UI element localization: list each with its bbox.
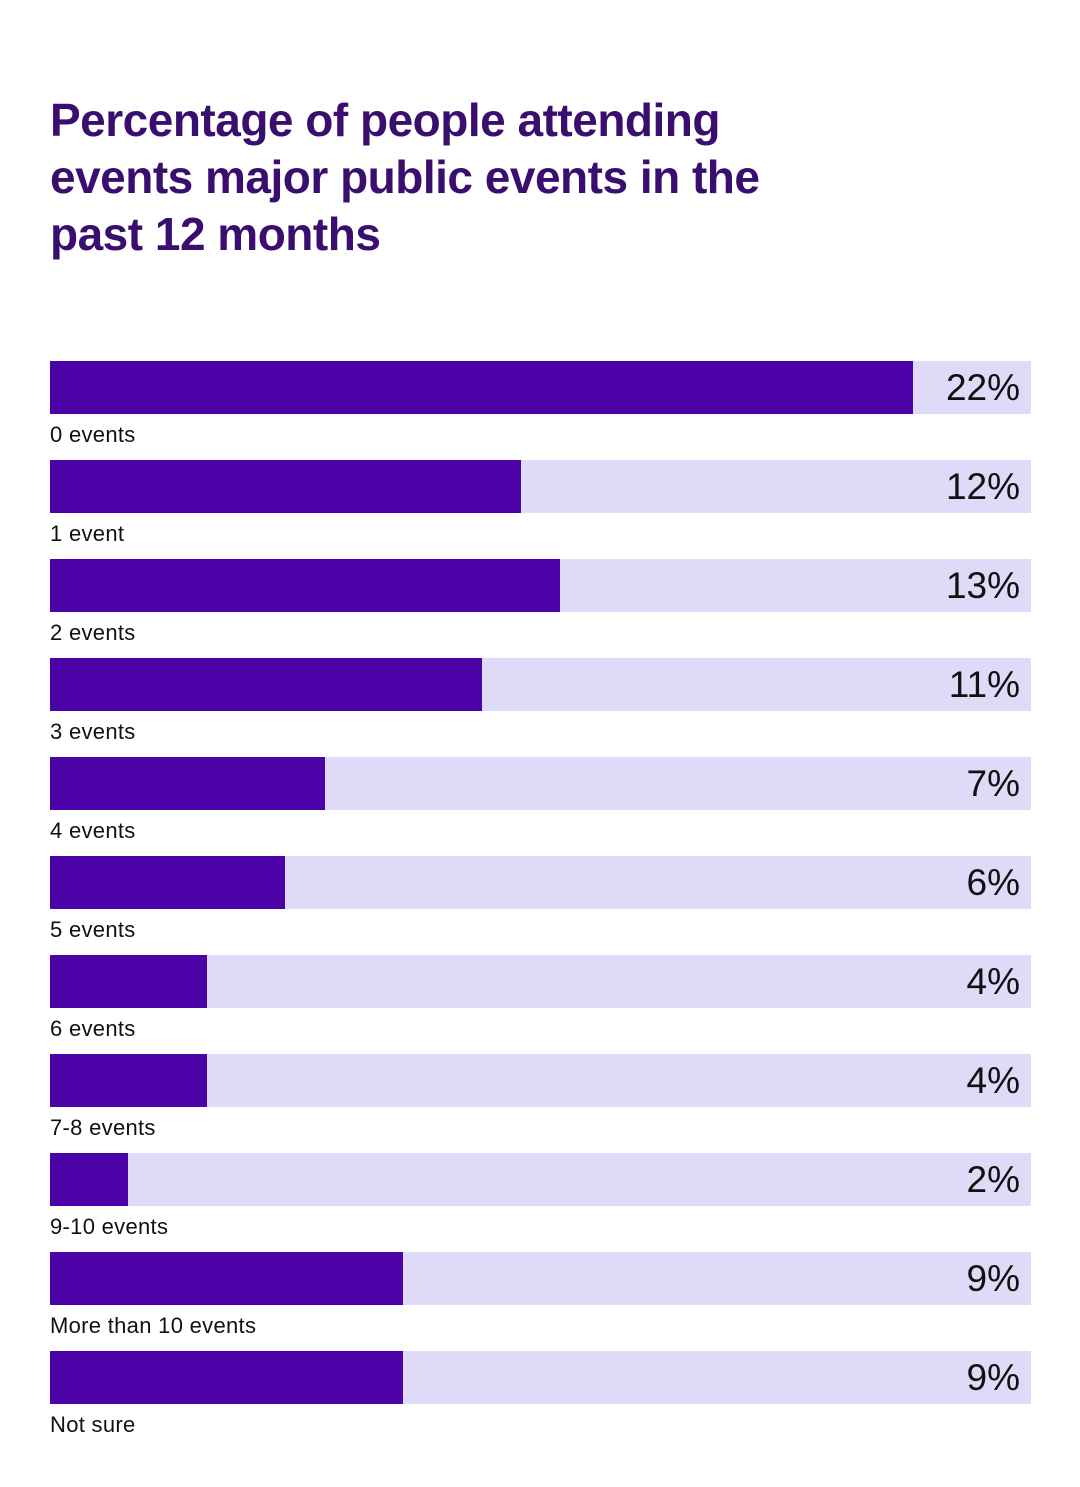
bar-category-label: More than 10 events — [50, 1313, 257, 1338]
bar-row: 11% 3 events — [50, 658, 1031, 744]
bar-fill — [50, 1054, 207, 1107]
chart-title-line-3: past 12 months — [50, 208, 381, 260]
bar-value-label: 9% — [966, 1257, 1020, 1299]
bar-category-label: 5 events — [50, 917, 136, 942]
chart-title-line-1: Percentage of people attending — [50, 94, 721, 146]
bar-track: 9% — [50, 1351, 1031, 1404]
chart-title: Percentage of people attending events ma… — [50, 92, 1031, 263]
bar-track: 11% — [50, 658, 1031, 711]
bar-fill — [50, 856, 286, 909]
bar-fill — [50, 361, 914, 414]
bar-category-label: 7-8 events — [50, 1115, 156, 1140]
bar-fill — [50, 757, 325, 810]
bar-category-label: 3 events — [50, 719, 136, 744]
bar-fill — [50, 460, 521, 513]
bar-track: 22% — [50, 361, 1031, 414]
bar-category-label: 1 event — [50, 521, 125, 546]
bar-fill — [50, 559, 561, 612]
bar-fill — [50, 1153, 129, 1206]
bar-track: 2% — [50, 1153, 1031, 1206]
bar-row: 9% More than 10 events — [50, 1252, 1031, 1338]
bar-value-label: 9% — [966, 1356, 1020, 1398]
bar-row: 13% 2 events — [50, 559, 1031, 645]
bar-track: 6% — [50, 856, 1031, 909]
bar-row: 9% Not sure — [50, 1351, 1031, 1437]
bar-value-label: 2% — [966, 1158, 1020, 1200]
bar-row: 12% 1 event — [50, 460, 1031, 546]
bar-row: 4% 6 events — [50, 955, 1031, 1041]
bar-category-label: 0 events — [50, 422, 136, 447]
bar-value-label: 22% — [945, 366, 1020, 408]
bar-category-label: 4 events — [50, 818, 136, 843]
bar-value-label: 11% — [948, 663, 1020, 705]
bar-value-label: 12% — [945, 465, 1020, 507]
bar-track: 12% — [50, 460, 1031, 513]
bar-value-label: 4% — [966, 1059, 1020, 1101]
bar-track: 4% — [50, 955, 1031, 1008]
bar-value-label: 13% — [945, 564, 1020, 606]
bar-row: 22% 0 events — [50, 361, 1031, 447]
bar-chart: 22% 0 events 12% 1 event 13% 2 events 11% 3 eve… — [50, 361, 1031, 1437]
bar-row: 2% 9-10 events — [50, 1153, 1031, 1239]
bar-fill — [50, 658, 482, 711]
bar-row: 4% 7-8 events — [50, 1054, 1031, 1140]
bar-fill — [50, 1252, 404, 1305]
bar-track: 7% — [50, 757, 1031, 810]
bar-category-label: 6 events — [50, 1016, 136, 1041]
bar-value-label: 6% — [966, 861, 1020, 903]
bar-track: 4% — [50, 1054, 1031, 1107]
bar-track: 9% — [50, 1252, 1031, 1305]
bar-category-label: 9-10 events — [50, 1214, 169, 1239]
bar-value-label: 4% — [966, 960, 1020, 1002]
chart-title-line-2: events major public events in the — [50, 151, 760, 203]
bar-fill — [50, 955, 207, 1008]
bar-row: 6% 5 events — [50, 856, 1031, 942]
bar-value-label: 7% — [966, 762, 1020, 804]
bar-category-label: 2 events — [50, 620, 136, 645]
bar-track: 13% — [50, 559, 1031, 612]
bar-fill — [50, 1351, 404, 1404]
bar-category-label: Not sure — [50, 1412, 136, 1437]
bar-row: 7% 4 events — [50, 757, 1031, 843]
